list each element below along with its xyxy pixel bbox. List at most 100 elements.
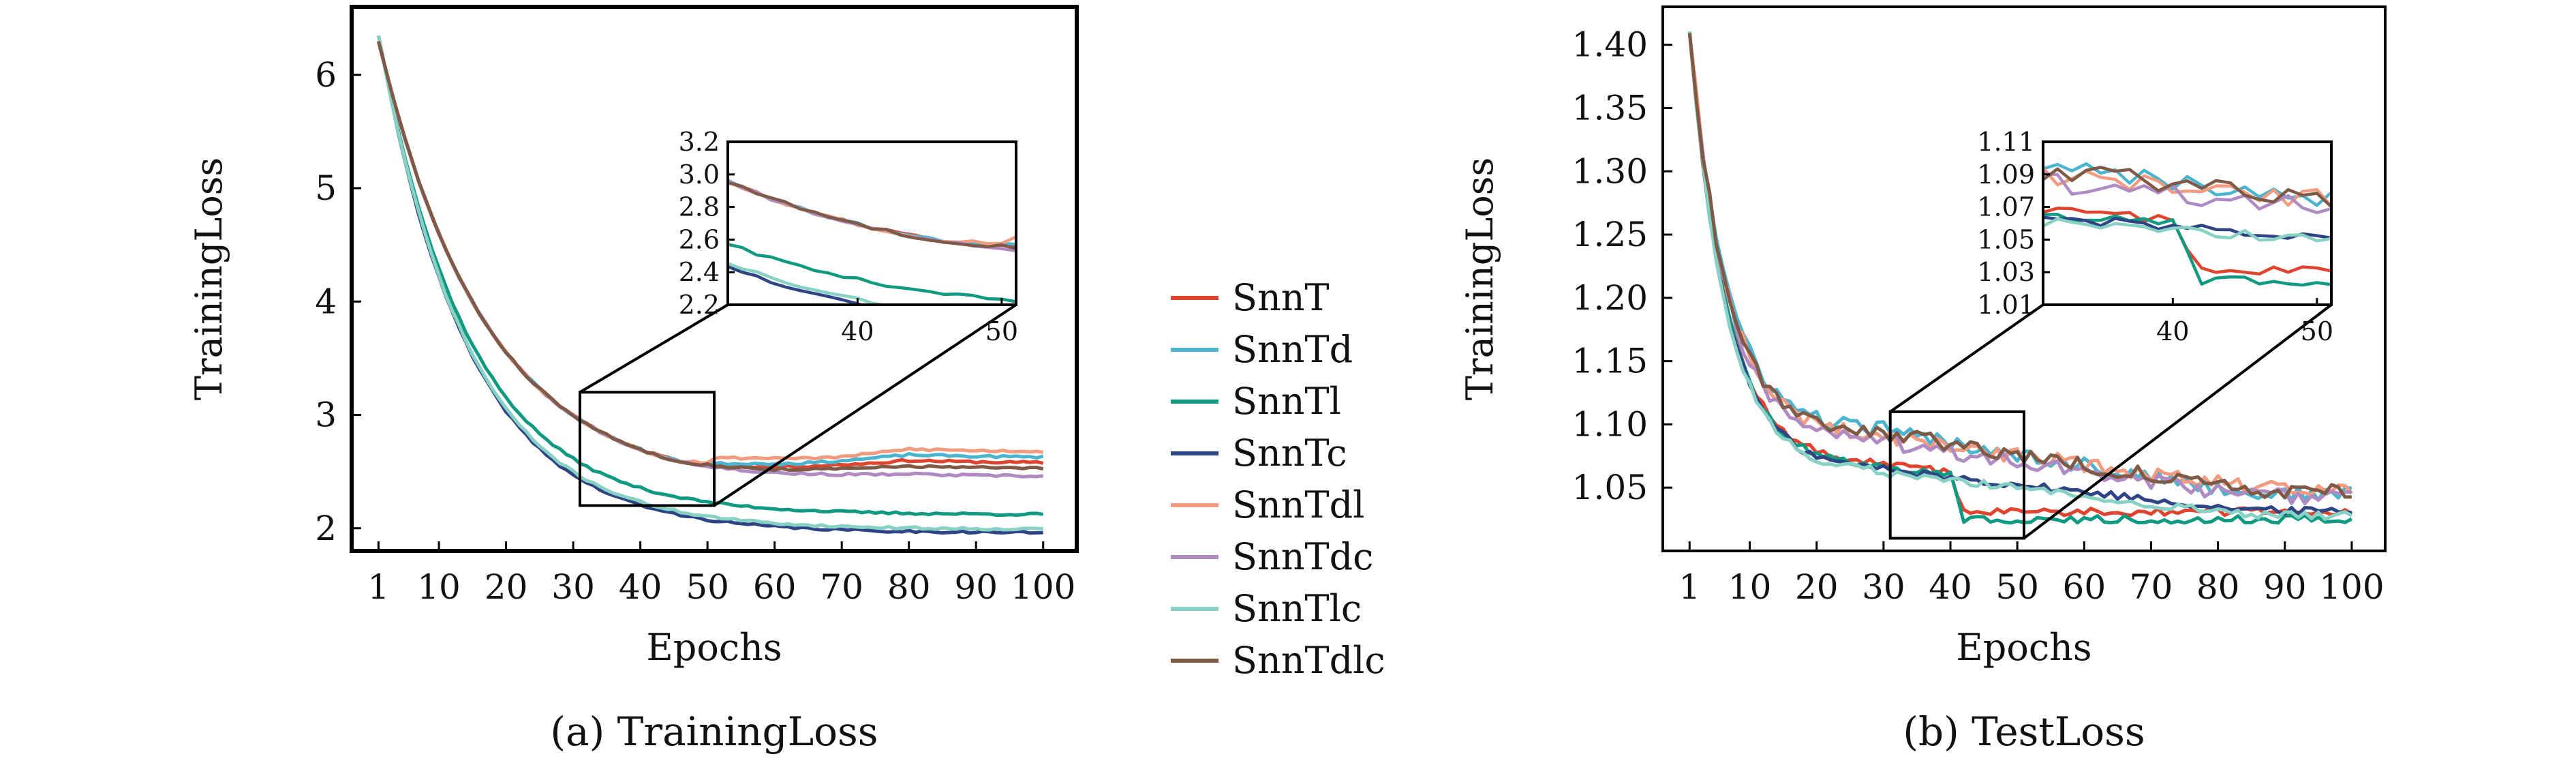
y-axis-label: TrainingLoss [187, 158, 230, 400]
x-tick-label: 30 [551, 567, 595, 607]
inset-line-snntlc [2043, 217, 2331, 243]
x-tick-label: 50 [1995, 567, 2039, 607]
x-tick-label: 40 [1929, 567, 1972, 607]
y-tick-label: 1.10 [1572, 404, 1648, 444]
x-tick-label: 80 [2196, 567, 2240, 607]
inset-y-tick-label: 2.2 [679, 290, 720, 320]
y-axis-label: TrainingLoss [1458, 158, 1501, 400]
legend-label: SnnTc [1232, 432, 1347, 475]
inset-line-snntd [2043, 162, 2331, 207]
x-tick-label: 100 [1011, 567, 1075, 607]
legend-label: SnnTdlc [1232, 639, 1385, 682]
legend-label: SnnTdc [1232, 535, 1373, 578]
x-tick-label: 20 [1795, 567, 1839, 607]
series-line-snntdc [1687, 33, 2352, 505]
inset-y-tick-label: 1.09 [1977, 160, 2035, 190]
inset-lines [2043, 162, 2331, 287]
inset-y-tick-label: 3.0 [679, 160, 720, 190]
series-line-snntl [376, 35, 1044, 517]
series-line-snntl [1687, 31, 2353, 525]
legend-label: SnnTd [1232, 328, 1353, 371]
inset-line-snntl [728, 242, 1016, 303]
y-tick-label: 4 [315, 282, 337, 321]
legend-item: SnnTl [1171, 380, 1341, 423]
series-line-snntdlc [1687, 33, 2352, 500]
inset-line-snntlc [728, 261, 891, 305]
x-tick-label: 30 [1862, 567, 1905, 607]
legend-item: SnnTlc [1171, 587, 1362, 630]
panel-caption: (a) TrainingLoss [550, 708, 878, 755]
inset-y-tick-label: 1.11 [1977, 127, 2035, 157]
inset-line-snntc [728, 265, 868, 305]
y-tick-label: 1.40 [1572, 25, 1648, 65]
x-tick-label: 60 [753, 567, 797, 607]
inset-y-tick-label: 2.6 [679, 224, 720, 254]
series-lines [376, 35, 1044, 535]
x-axis-label: Epochs [1956, 626, 2091, 669]
y-tick-label: 5 [315, 168, 337, 208]
y-tick-label: 2 [315, 509, 337, 548]
inset-line-snntdc [2043, 172, 2331, 215]
zoom-connector [579, 303, 729, 393]
zoom-connector [713, 303, 1017, 507]
x-axis-label: Epochs [646, 626, 782, 669]
y-tick-label: 1.15 [1572, 342, 1648, 381]
legend-label: SnnTdl [1232, 483, 1364, 526]
x-tick-label: 90 [954, 567, 998, 607]
legend-item: SnnTdl [1171, 483, 1364, 526]
y-tick-label: 1.05 [1572, 468, 1648, 507]
legend-label: SnnTl [1232, 380, 1341, 423]
zoom-connector [2023, 303, 2333, 540]
legend: SnnT SnnTd SnnTl SnnTc SnnTdl SnnTdc SnnTlc Snn… [1171, 276, 1385, 682]
inset-x-tick-label: 40 [841, 316, 874, 346]
inset-frame [2042, 140, 2333, 306]
inset-frame [726, 140, 1017, 306]
legend-item: SnnTdc [1171, 535, 1373, 578]
inset-y-tick-label: 2.4 [679, 257, 720, 287]
y-tick-label: 3 [315, 395, 337, 435]
inset-y-tick-label: 2.8 [679, 192, 720, 222]
zoom-region-box [1888, 410, 2025, 540]
x-tick-label: 70 [2130, 567, 2173, 607]
x-tick-label: 20 [485, 567, 528, 607]
inset-y-tick-label: 3.2 [679, 127, 720, 157]
legend-item: SnnTd [1171, 328, 1353, 371]
x-tick-label: 80 [887, 567, 931, 607]
x-tick-label: 1 [1678, 567, 1700, 607]
inset-line-snntdlc [2043, 166, 2331, 209]
legend-label: SnnTlc [1232, 587, 1362, 630]
inset-line-snntdlc [728, 181, 1016, 250]
series-line-snntdlc [376, 40, 1044, 472]
plot-frame [1661, 5, 2387, 552]
inset-y-tick-label: 1.03 [1977, 257, 2035, 287]
x-tick-label: 100 [2319, 567, 2384, 607]
y-tick-label: 1.35 [1572, 88, 1648, 127]
x-tick-label: 90 [2263, 567, 2307, 607]
inset-lines [728, 179, 1016, 305]
x-tick-label: 10 [417, 567, 461, 607]
x-tick-label: 50 [686, 567, 729, 607]
y-tick-label: 1.25 [1572, 215, 1648, 254]
y-tick-label: 1.20 [1572, 278, 1648, 318]
x-tick-label: 40 [619, 567, 662, 607]
inset-x-tick-label: 50 [985, 316, 1018, 346]
chart-panel-1: 1 10 20 30 40 50 60 70 80 90 100 1.05 1.10 1.15 1.20 1.… [1458, 5, 2387, 755]
inset-axes: 40 50 2.22.42.62.83.03.2 [679, 127, 1018, 346]
x-tick-label: 1 [368, 567, 390, 607]
inset-y-tick-label: 1.07 [1977, 192, 2035, 222]
plot-frame [350, 5, 1079, 553]
x-tick-label: 10 [1728, 567, 1772, 607]
inset-y-tick-label: 1.01 [1977, 290, 2035, 320]
inset-y-tick-label: 1.05 [1977, 224, 2035, 254]
legend-item: SnnTdlc [1171, 639, 1385, 682]
y-tick-label: 6 [315, 55, 337, 95]
chart-panel-0: 1 10 20 30 40 50 60 70 80 90 100 2 3 4 5 6 Epochs Trainin… [187, 5, 1079, 755]
inset-background [728, 142, 1016, 305]
panel-caption: (b) TestLoss [1903, 708, 2145, 755]
x-tick-label: 60 [2063, 567, 2106, 607]
zoom-region-box [578, 391, 716, 507]
y-tick-label: 1.30 [1572, 151, 1648, 191]
x-tick-label: 70 [820, 567, 863, 607]
series-lines [1687, 31, 2353, 525]
